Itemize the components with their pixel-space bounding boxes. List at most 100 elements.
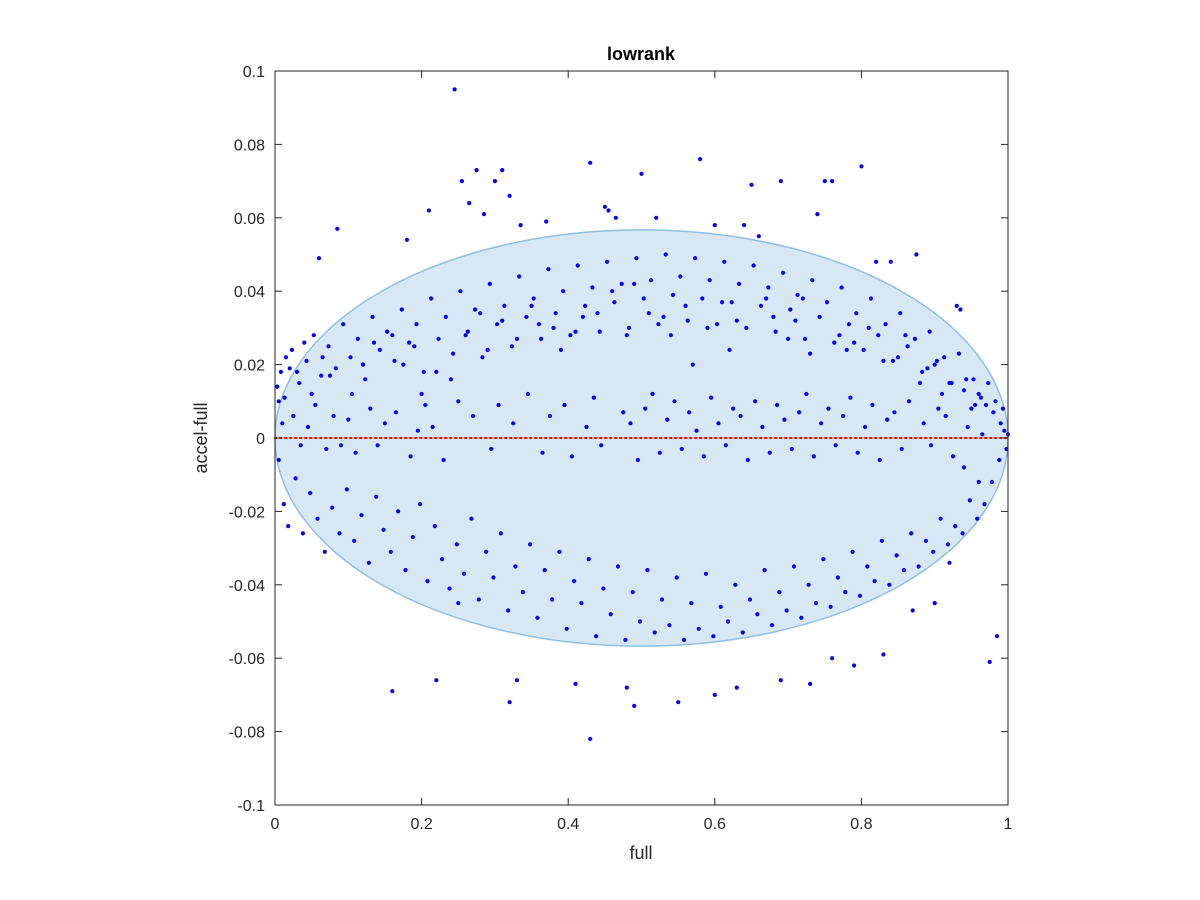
data-point (557, 549, 562, 554)
data-point (791, 564, 797, 569)
data-point (544, 219, 549, 224)
data-point (498, 531, 503, 536)
data-point (852, 340, 857, 345)
data-point (797, 410, 802, 415)
data-point (876, 333, 881, 338)
data-point (698, 157, 703, 162)
data-point (286, 524, 291, 529)
data-point (760, 424, 765, 430)
x-axis-title: full (629, 843, 652, 863)
data-point (377, 347, 382, 352)
data-point (643, 406, 648, 411)
data-point (806, 582, 811, 587)
data-point (524, 314, 529, 319)
data-point (877, 457, 882, 463)
data-point (599, 443, 604, 448)
data-point (744, 325, 749, 330)
data-point (663, 252, 668, 257)
data-point (276, 457, 281, 463)
data-point (553, 311, 558, 316)
data-point (463, 333, 468, 338)
data-point (275, 384, 280, 389)
data-point (740, 630, 745, 635)
data-point (742, 223, 747, 228)
data-point (602, 204, 608, 209)
data-point (909, 531, 914, 536)
data-point (917, 380, 923, 386)
data-point (910, 608, 915, 613)
data-point (283, 355, 289, 360)
data-point (467, 201, 472, 206)
data-point (507, 700, 512, 705)
y-tick-label: 0.04 (234, 284, 265, 301)
data-point (821, 557, 826, 562)
data-point (624, 685, 629, 690)
y-axis-title: accel-full (191, 402, 211, 473)
data-point (518, 223, 523, 228)
y-tick-label: -0.08 (229, 725, 266, 742)
data-point (311, 333, 316, 338)
data-point (953, 524, 958, 529)
data-point (810, 278, 815, 283)
data-point (723, 443, 728, 448)
data-point (789, 446, 794, 452)
data-point (282, 395, 287, 400)
data-point (725, 619, 731, 624)
data-point (331, 413, 336, 419)
data-point (685, 318, 690, 323)
data-point (341, 322, 346, 327)
data-point (687, 410, 692, 415)
data-point (281, 502, 286, 507)
data-point (683, 303, 688, 308)
data-point (696, 626, 701, 631)
data-point (613, 215, 618, 220)
data-point (621, 410, 626, 415)
data-point (338, 443, 344, 448)
data-point (320, 355, 325, 360)
data-point (540, 450, 545, 455)
data-point (775, 402, 780, 408)
data-point (817, 314, 822, 319)
data-point (382, 421, 387, 426)
data-point (950, 454, 956, 459)
data-point (648, 278, 654, 283)
data-point (634, 256, 639, 261)
data-point (983, 402, 989, 408)
data-point (393, 410, 398, 415)
data-point (425, 579, 430, 584)
data-point (415, 428, 420, 433)
data-point (945, 542, 951, 547)
data-point (304, 358, 309, 363)
data-point (278, 369, 283, 374)
data-point (997, 457, 1002, 463)
data-point (804, 391, 809, 397)
data-point (366, 560, 371, 565)
data-point (588, 160, 593, 165)
data-point (676, 700, 681, 705)
data-point (703, 571, 709, 576)
data-point (701, 454, 706, 459)
data-point (436, 336, 441, 341)
data-point (333, 366, 338, 371)
data-point (932, 362, 937, 367)
data-point (921, 421, 926, 426)
y-tick-label: 0.02 (234, 358, 265, 375)
data-point (895, 355, 901, 360)
data-point (487, 281, 492, 286)
data-point (309, 391, 314, 397)
data-point (300, 531, 305, 536)
data-point (385, 329, 390, 334)
data-point (579, 601, 584, 606)
data-point (777, 590, 782, 595)
x-tick-label: 0.4 (557, 816, 579, 833)
data-point (656, 322, 661, 327)
data-point (485, 347, 490, 352)
data-point (822, 179, 827, 184)
data-point (368, 406, 373, 411)
data-point (536, 322, 542, 327)
data-point (359, 513, 364, 518)
data-point (586, 557, 591, 562)
y-tick-label: 0.1 (243, 64, 265, 81)
data-point (670, 292, 676, 297)
data-point (731, 406, 736, 411)
